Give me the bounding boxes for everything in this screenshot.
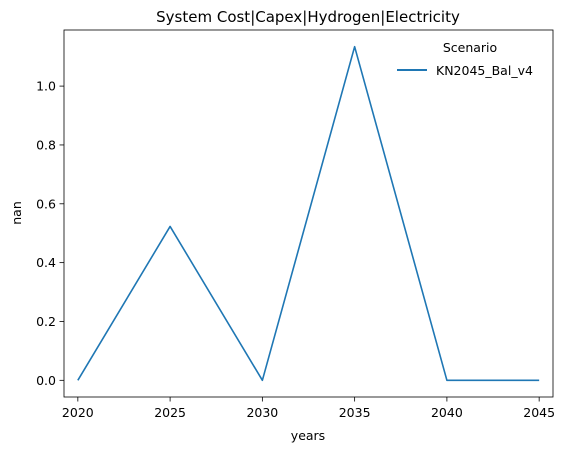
y-tick-label: 1.0 [36, 79, 56, 94]
x-tick-label: 2020 [62, 405, 94, 420]
legend-entry-label: KN2045_Bal_v4 [436, 63, 533, 78]
plot-marks [77, 45, 540, 382]
x-tick-label: 2045 [523, 405, 555, 420]
y-axis-ticks: 0.0 0.2 0.4 0.6 0.8 1.0 [36, 79, 64, 388]
x-tick-label: 2030 [246, 405, 278, 420]
legend: Scenario KN2045_Bal_v4 [397, 40, 533, 78]
y-tick-label: 0.0 [36, 373, 56, 388]
y-tick-label: 0.2 [36, 314, 56, 329]
x-tick-label: 2035 [339, 405, 371, 420]
chart-title: System Cost|Capex|Hydrogen|Electricity [156, 8, 460, 26]
x-axis-label: years [291, 428, 325, 443]
y-tick-label: 0.8 [36, 137, 56, 152]
x-axis-ticks: 2020 2025 2030 2035 2040 2045 [62, 397, 555, 420]
series-line-0 [77, 45, 540, 382]
y-tick-label: 0.4 [36, 255, 56, 270]
y-axis-label: nan [9, 201, 24, 225]
legend-title: Scenario [443, 40, 497, 55]
plot-frame [63, 29, 554, 398]
x-tick-label: 2040 [431, 405, 463, 420]
x-tick-label: 2025 [154, 405, 186, 420]
y-tick-label: 0.6 [36, 196, 56, 211]
